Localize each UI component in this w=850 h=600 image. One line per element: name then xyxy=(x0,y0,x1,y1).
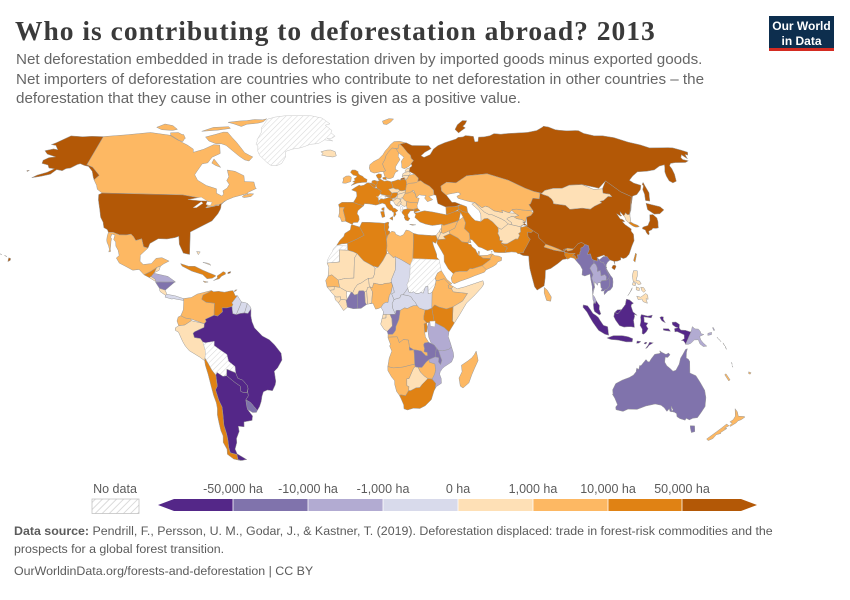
svg-text:-10,000 ha: -10,000 ha xyxy=(278,482,338,496)
svg-text:0 ha: 0 ha xyxy=(446,482,470,496)
svg-text:No data: No data xyxy=(93,482,137,496)
svg-text:10,000 ha: 10,000 ha xyxy=(580,482,636,496)
svg-text:-1,000 ha: -1,000 ha xyxy=(357,482,410,496)
svg-text:1,000 ha: 1,000 ha xyxy=(509,482,558,496)
svg-text:-50,000 ha: -50,000 ha xyxy=(203,482,263,496)
svg-text:50,000 ha: 50,000 ha xyxy=(654,482,710,496)
